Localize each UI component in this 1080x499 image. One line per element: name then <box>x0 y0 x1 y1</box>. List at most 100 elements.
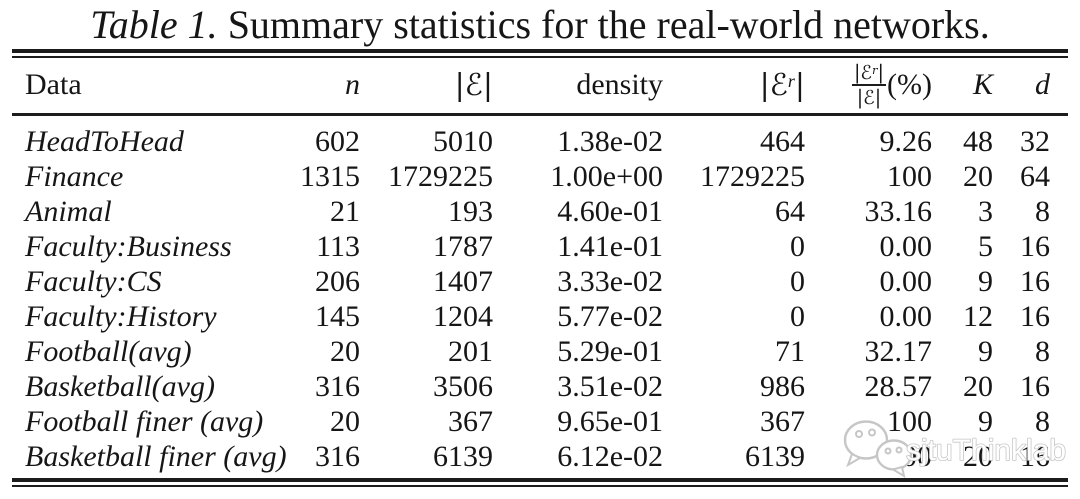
table-row: Basketball finer (avg) 316 6139 6.12e-02… <box>0 439 1080 474</box>
cell-K: 48 <box>963 125 993 158</box>
cell-K: 20 <box>963 160 993 193</box>
cell-edges: 3506 <box>433 370 493 403</box>
bottom-double-rule <box>12 478 1068 487</box>
cell-name: Faculty:Business <box>25 230 232 263</box>
cell-rev-edges: 367 <box>760 405 805 438</box>
cell-edges: 1729225 <box>388 160 493 193</box>
cell-n: 21 <box>330 195 360 228</box>
cell-n: 206 <box>315 265 360 298</box>
cell-density: 3.51e-02 <box>557 370 663 403</box>
cell-K: 20 <box>963 370 993 403</box>
cell-K: 20 <box>963 440 993 473</box>
cell-d: 32 <box>1020 125 1050 158</box>
cell-edges: 1407 <box>433 265 493 298</box>
cell-ratio: 28.57 <box>864 370 933 403</box>
col-header-rev-edges: |ℰr| <box>759 67 805 103</box>
cell-K: 9 <box>978 265 993 298</box>
cell-ratio: 100 <box>887 440 932 473</box>
col-header-data: Data <box>25 68 82 101</box>
cell-ratio: 33.16 <box>864 195 933 228</box>
cell-K: 12 <box>963 300 993 333</box>
cell-density: 9.65e-01 <box>557 405 663 438</box>
cell-edges: 193 <box>448 195 493 228</box>
cell-density: 3.33e-02 <box>557 265 663 298</box>
cell-ratio: 100 <box>887 405 932 438</box>
col-header-K: K <box>972 68 993 101</box>
ratio-fraction: |ℰr| |ℰ| <box>851 60 887 109</box>
cell-rev-edges: 0 <box>790 300 805 333</box>
cell-n: 1315 <box>300 160 360 193</box>
table-row: Faculty:Business 113 1787 1.41e-01 0 0.0… <box>0 229 1080 264</box>
caption-number: Table 1. <box>90 2 218 47</box>
cell-ratio: 0.00 <box>879 300 933 333</box>
cell-density: 1.41e-01 <box>557 230 663 263</box>
cell-ratio: 0.00 <box>879 265 933 298</box>
cell-edges: 6139 <box>433 440 493 473</box>
cell-d: 8 <box>1035 195 1050 228</box>
cell-rev-edges: 986 <box>760 370 805 403</box>
cell-d: 64 <box>1020 160 1050 193</box>
cell-edges: 1787 <box>433 230 493 263</box>
cell-d: 8 <box>1035 405 1050 438</box>
cell-name: Faculty:CS <box>25 265 162 298</box>
cell-rev-edges: 64 <box>775 195 805 228</box>
header-row: Data n |ℰ| density |ℰr| |ℰr| |ℰ| (%) K d <box>0 57 1080 113</box>
table-row: Faculty:History 145 1204 5.77e-02 0 0.00… <box>0 299 1080 334</box>
table-row: Football(avg) 20 201 5.29e-01 71 32.17 9… <box>0 334 1080 369</box>
cell-edges: 5010 <box>433 125 493 158</box>
cell-name: HeadToHead <box>25 125 184 158</box>
cell-ratio: 32.17 <box>864 335 933 368</box>
cell-rev-edges: 0 <box>790 265 805 298</box>
cell-name: Basketball finer (avg) <box>25 440 287 473</box>
table-caption: Table 1. Summary statistics for the real… <box>0 2 1080 48</box>
cell-d: 8 <box>1035 335 1050 368</box>
table-row: Faculty:CS 206 1407 3.33e-02 0 0.00 9 16 <box>0 264 1080 299</box>
cell-n: 316 <box>315 440 360 473</box>
cell-rev-edges: 0 <box>790 230 805 263</box>
cell-density: 1.38e-02 <box>557 125 663 158</box>
cell-d: 16 <box>1020 440 1050 473</box>
cell-name: Football finer (avg) <box>25 405 264 438</box>
table-row: Finance 1315 1729225 1.00e+00 1729225 10… <box>0 159 1080 194</box>
cell-K: 5 <box>978 230 993 263</box>
filler-col <box>1050 57 1080 113</box>
cell-n: 145 <box>315 300 360 333</box>
cell-n: 602 <box>315 125 360 158</box>
col-header-ratio: |ℰr| |ℰ| (%) <box>851 60 932 109</box>
header-rule <box>12 113 1068 116</box>
cell-density: 4.60e-01 <box>557 195 663 228</box>
cell-density: 5.77e-02 <box>557 300 663 333</box>
cell-name: Faculty:History <box>25 300 217 333</box>
cell-d: 16 <box>1020 300 1050 333</box>
cell-n: 113 <box>316 230 360 263</box>
table-row: HeadToHead 602 5010 1.38e-02 464 9.26 48… <box>0 113 1080 159</box>
top-double-rule <box>12 49 1068 58</box>
cell-rev-edges: 464 <box>760 125 805 158</box>
cell-ratio: 9.26 <box>879 125 933 158</box>
cell-rev-edges: 71 <box>775 335 805 368</box>
cell-n: 316 <box>315 370 360 403</box>
col-header-density: density <box>576 68 663 101</box>
cell-edges: 201 <box>448 335 493 368</box>
caption-text: Summary statistics for the real-world ne… <box>217 2 990 47</box>
cell-density: 6.12e-02 <box>557 440 663 473</box>
cell-density: 1.00e+00 <box>550 160 663 193</box>
col-header-edges: |ℰ| <box>454 67 493 103</box>
col-header-n: n <box>345 68 360 101</box>
cell-K: 9 <box>978 405 993 438</box>
cell-n: 20 <box>330 405 360 438</box>
cell-rev-edges: 1729225 <box>700 160 805 193</box>
cell-d: 16 <box>1020 370 1050 403</box>
cell-ratio: 100 <box>887 160 932 193</box>
cell-name: Finance <box>25 160 124 193</box>
cell-edges: 367 <box>448 405 493 438</box>
cell-name: Basketball(avg) <box>25 370 215 403</box>
cell-rev-edges: 6139 <box>745 440 805 473</box>
table-row: Animal 21 193 4.60e-01 64 33.16 3 8 <box>0 194 1080 229</box>
table-row: Football finer (avg) 20 367 9.65e-01 367… <box>0 404 1080 439</box>
cell-density: 5.29e-01 <box>557 335 663 368</box>
summary-statistics-table: Data n |ℰ| density |ℰr| |ℰr| |ℰ| (%) K d H… <box>0 57 1080 474</box>
cell-edges: 1204 <box>433 300 493 333</box>
cell-d: 16 <box>1020 230 1050 263</box>
